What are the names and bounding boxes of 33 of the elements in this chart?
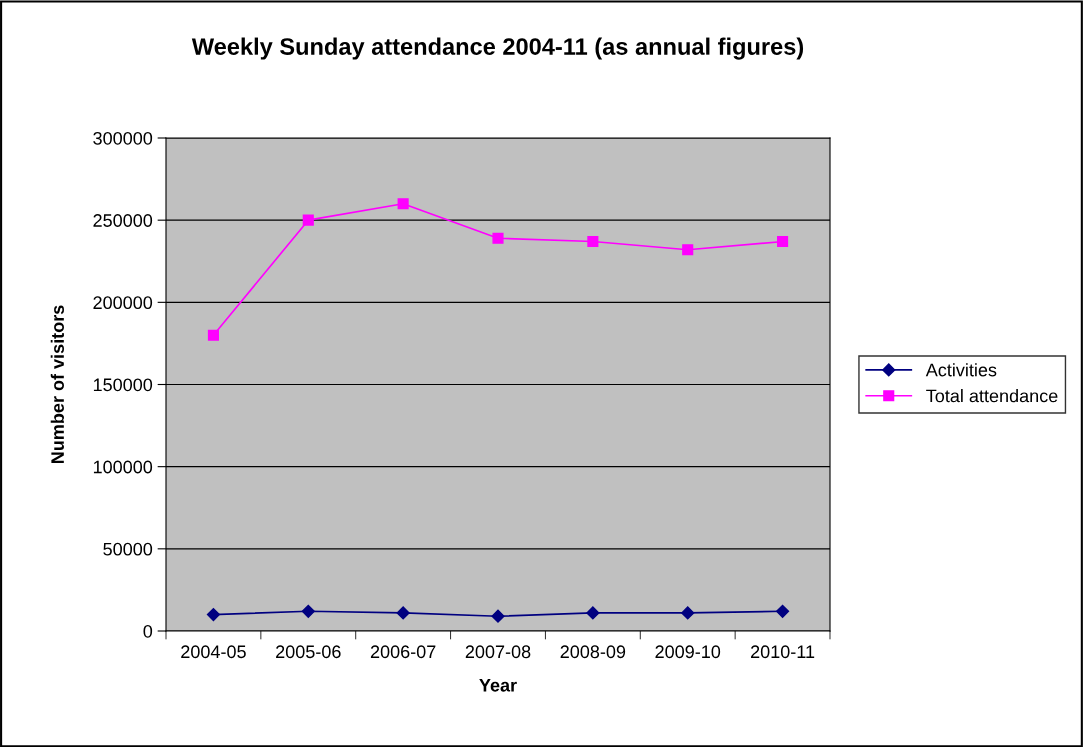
point — [206, 607, 221, 622]
x-tick-label: 2004-05 — [181, 645, 246, 659]
y-tick-label: 100000 — [93, 460, 153, 474]
y-tick-label: 50000 — [103, 542, 153, 556]
x-tick-label: 2010-11 — [751, 645, 815, 659]
chart-title: Weekly Sunday attendance 2004-11 (as annual figures) — [191, 37, 804, 60]
point — [775, 604, 790, 618]
x-tick-label: 2006-07 — [370, 645, 436, 659]
y-tick-label: 150000 — [93, 378, 153, 392]
point — [587, 235, 599, 248]
y-axis-title: Number of visitors — [50, 305, 64, 464]
x-tick-label: 2009-10 — [655, 645, 721, 659]
y-tick-label: 200000 — [93, 296, 153, 310]
x-tick-label: 2007-08 — [465, 645, 531, 659]
point — [491, 609, 505, 623]
x-axis-title: Year — [479, 679, 517, 692]
x-tick-label: 2008-09 — [560, 645, 626, 659]
point — [301, 604, 315, 618]
y-tick-label: 250000 — [93, 214, 153, 227]
point — [302, 214, 314, 226]
legend-label: Activities — [925, 363, 997, 377]
x-tick-label: 2005-06 — [276, 645, 341, 659]
point — [397, 198, 409, 210]
point — [207, 329, 219, 341]
point — [682, 244, 694, 256]
legend-label: Total attendance — [926, 389, 1058, 403]
point — [492, 232, 504, 244]
point — [777, 235, 789, 248]
point — [396, 606, 410, 620]
y-tick-label: 0 — [143, 624, 153, 638]
point — [586, 606, 600, 620]
y-tick-label: 300000 — [93, 131, 153, 145]
point — [681, 606, 695, 620]
